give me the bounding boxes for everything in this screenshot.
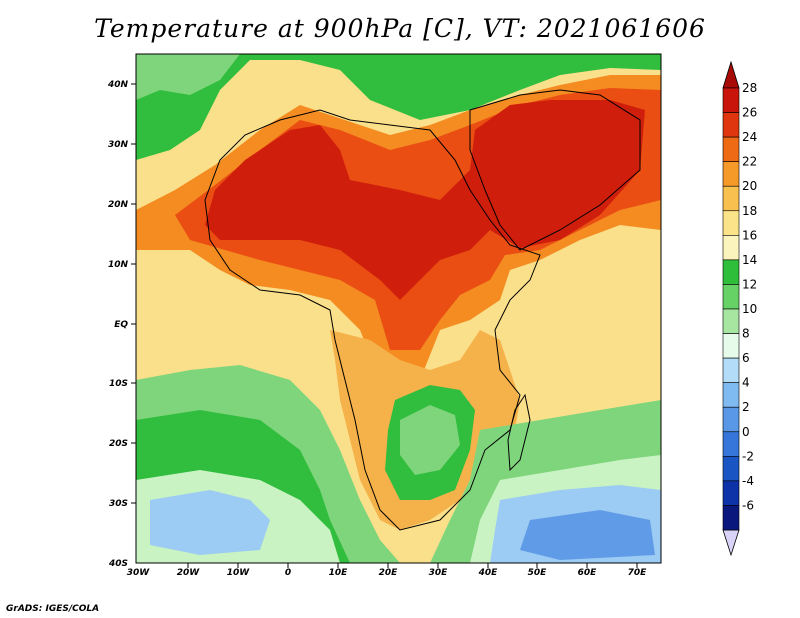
colorbar-swatch	[722, 284, 740, 310]
field-north-green	[136, 54, 661, 160]
plot-frame	[135, 53, 662, 564]
colorbar-swatch	[722, 431, 740, 457]
chart-title: Temperature at 900hPa [C], VT: 202106160…	[94, 14, 706, 43]
colorbar-label: 2	[742, 400, 750, 414]
colorbar-label: -4	[742, 474, 754, 488]
colorbar-label: -2	[742, 449, 754, 463]
lat-tick-label: 30S	[109, 499, 128, 509]
colorbar-label: 0	[742, 425, 750, 439]
lat-tick-label: EQ	[114, 320, 128, 330]
lat-tick-label: 20S	[109, 439, 128, 449]
colorbar-over-arrow	[722, 60, 740, 89]
colorbar-label: 20	[742, 179, 757, 193]
colorbar-swatch	[722, 112, 740, 138]
colorbar-swatch	[722, 308, 740, 334]
lat-axis: 40N 30N 20N 10N EQ 10S 20S 30S 40S	[107, 80, 136, 569]
lat-tick-label: 30N	[108, 140, 129, 150]
colorbar-swatch	[722, 87, 740, 113]
madagascar-outline	[507, 393, 531, 472]
lon-tick-label: 40E	[478, 568, 499, 578]
colorbar-label: 24	[742, 130, 757, 144]
colorbar-swatch	[722, 480, 740, 506]
field-indian-blue	[520, 510, 655, 560]
footer-credit: GrADS: IGES/COLA	[6, 604, 100, 614]
lat-tick-label: 10N	[108, 260, 129, 270]
colorbar-swatch	[722, 210, 740, 236]
lon-tick-label: 70E	[628, 568, 648, 578]
lon-tick-label: 10W	[227, 568, 251, 578]
colorbar-swatch	[722, 136, 740, 162]
colorbar-label: 12	[742, 277, 757, 291]
lon-tick-label: 50E	[528, 568, 548, 578]
colorbar-swatch	[722, 235, 740, 261]
colorbar-label: 10	[742, 302, 757, 316]
lon-tick-label: 30W	[127, 568, 151, 578]
colorbar-under-arrow	[722, 529, 740, 557]
colorbar-label: 18	[742, 204, 757, 218]
colorbar-swatch	[722, 161, 740, 187]
lon-tick-label: 0	[285, 568, 291, 578]
field-hot	[205, 100, 645, 300]
lat-tick-label: 40S	[108, 559, 128, 569]
colorbar-label: 16	[742, 228, 757, 242]
colorbar-label: 6	[742, 351, 750, 365]
colorbar-label: 8	[742, 327, 750, 341]
lon-tick-label: 20W	[177, 568, 201, 578]
colorbar-swatch	[722, 505, 740, 531]
colorbar-label: -6	[742, 498, 754, 512]
africa-outline	[204, 109, 541, 531]
colorbar-label: 22	[742, 155, 757, 169]
lon-tick-label: 20E	[379, 568, 399, 578]
lat-tick-label: 10S	[109, 379, 128, 389]
lon-tick-label: 60E	[578, 568, 598, 578]
colorbar-swatch	[722, 259, 740, 285]
colorbar-swatch	[722, 456, 740, 482]
colorbar-swatch	[722, 185, 740, 212]
lon-axis: 30W 20W 10W 0 10E 20E 30E 40E 50E 60E 70…	[127, 563, 647, 578]
colorbar-swatch	[722, 333, 740, 359]
colorbar-label: 26	[742, 106, 757, 120]
colorbar-swatch	[722, 406, 740, 433]
colorbar-label: 14	[742, 253, 757, 267]
field-south-lightgreen	[400, 405, 460, 475]
field-nw-lightgreen	[136, 54, 240, 100]
lat-tick-label: 20N	[108, 200, 129, 210]
colorbar-swatch	[722, 382, 740, 408]
colorbar-label: 28	[742, 81, 757, 95]
lon-tick-label: 30E	[429, 568, 449, 578]
colorbar-label: 4	[742, 376, 750, 390]
arabia-outline	[469, 89, 641, 251]
lat-tick-label: 40N	[107, 80, 129, 90]
lon-tick-label: 10E	[329, 568, 349, 578]
field-atlantic-lightblue	[150, 490, 270, 555]
temperature-field	[136, 54, 661, 563]
colorbar-swatch	[722, 357, 740, 383]
